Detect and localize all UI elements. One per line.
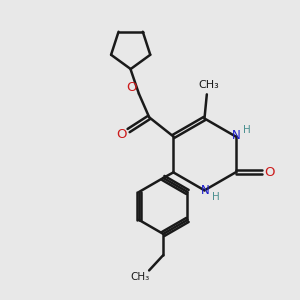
Text: CH₃: CH₃ <box>130 272 149 282</box>
Text: O: O <box>116 128 127 141</box>
Text: O: O <box>264 166 275 179</box>
Text: H: H <box>244 125 251 135</box>
Text: O: O <box>126 81 136 94</box>
Text: N: N <box>232 129 241 142</box>
Text: N: N <box>201 184 209 197</box>
Text: CH₃: CH₃ <box>198 80 219 90</box>
Text: H: H <box>212 192 220 202</box>
